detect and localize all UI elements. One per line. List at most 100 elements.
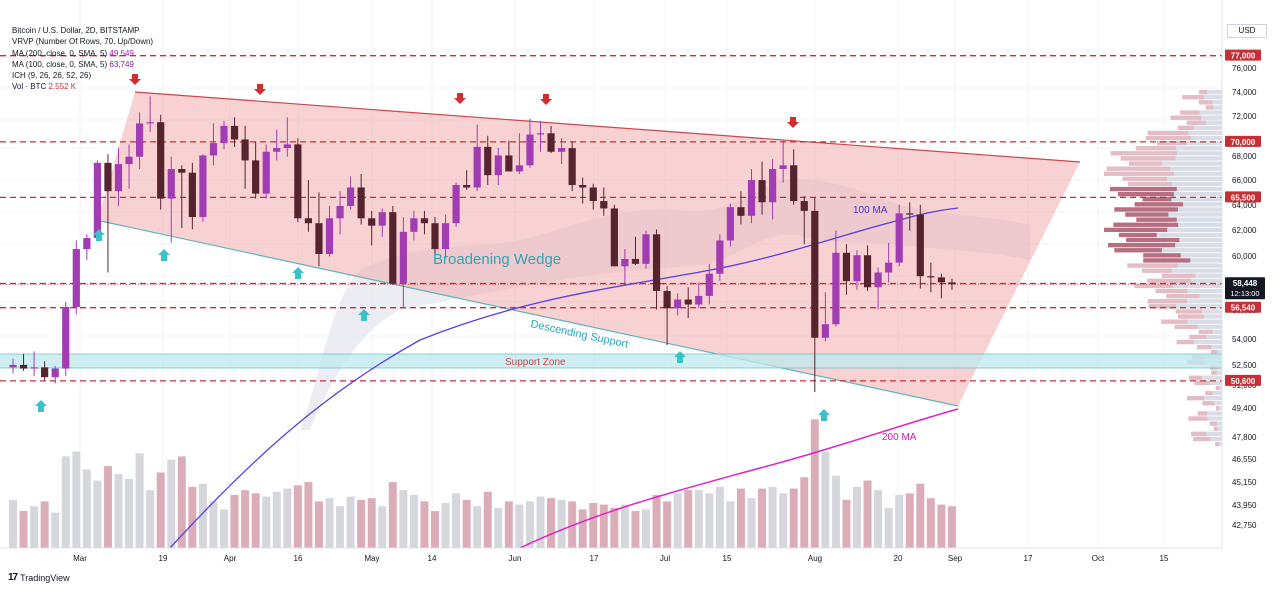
- volume-profile-bar: [1125, 212, 1222, 217]
- volume-bar: [367, 498, 376, 548]
- y-axis-tick: 42,750: [1232, 521, 1257, 530]
- volume-profile-up: [1178, 125, 1194, 130]
- volume-profile-bar: [1142, 197, 1222, 202]
- volume-profile-up: [1177, 314, 1204, 319]
- candle-body: [441, 223, 450, 250]
- volume-bar: [842, 499, 851, 548]
- candle-body: [325, 218, 334, 255]
- x-axis-tick: 16: [294, 554, 303, 563]
- volume-bar: [336, 506, 345, 548]
- price-level-tag: [1225, 301, 1261, 313]
- x-axis-tick: Sep: [948, 554, 963, 563]
- candle-body: [927, 276, 935, 278]
- volume-bar: [61, 456, 70, 548]
- volume-profile-up: [1125, 212, 1169, 217]
- volume-bar: [768, 486, 777, 548]
- y-axis-tick: 60,000: [1232, 252, 1257, 261]
- candle-body: [547, 133, 555, 152]
- volume-profile-up: [1205, 390, 1213, 396]
- volume-bar: [831, 475, 840, 548]
- volume-bar: [304, 482, 313, 548]
- x-axis-tick: 17: [1024, 554, 1033, 563]
- x-axis-tick: Mar: [73, 554, 87, 563]
- volume-bar: [51, 512, 60, 548]
- volume-profile-up: [1194, 380, 1211, 385]
- volume-profile: [1104, 90, 1222, 447]
- volume-bar: [652, 494, 661, 548]
- volume-profile-bar: [1205, 390, 1222, 396]
- volume-profile-up: [1127, 263, 1178, 268]
- currency-button[interactable]: USD: [1227, 24, 1267, 38]
- volume-bar: [926, 498, 935, 548]
- volume-bar: [156, 472, 165, 548]
- volume-profile-bar: [1128, 181, 1222, 187]
- y-axis-tick: 72,000: [1232, 112, 1257, 121]
- legend-vrvp[interactable]: VRVP (Number Of Rows, 70, Up/Down): [12, 37, 154, 47]
- legend-ma100[interactable]: MA (100, close, 0, SMA, 5) 63,749: [12, 59, 134, 69]
- candle-body: [885, 262, 893, 273]
- volume-bar: [821, 451, 830, 548]
- y-axis-tick: 45,150: [1232, 478, 1257, 487]
- volume-bar: [547, 498, 556, 548]
- volume-profile-bar: [1143, 253, 1222, 258]
- x-axis-tick: Aug: [808, 554, 822, 563]
- candle-body: [273, 148, 281, 152]
- volume-profile-up: [1215, 441, 1219, 447]
- volume-bar: [684, 490, 693, 548]
- candle-body: [684, 299, 692, 305]
- candle-body: [463, 185, 471, 188]
- volume-profile-up: [1191, 431, 1207, 436]
- volume-profile-up: [1193, 436, 1211, 442]
- volume-profile-up: [1198, 90, 1207, 95]
- volume-profile-up: [1161, 319, 1188, 324]
- support-arrow-icon: [35, 400, 47, 412]
- support-arrow-icon: [158, 249, 170, 261]
- wedge-resistance-line: [134, 91, 1081, 163]
- candle-body: [758, 180, 766, 203]
- candle-body: [136, 123, 144, 157]
- support-zone-label: Support Zone: [505, 357, 566, 368]
- volume-bar: [93, 480, 102, 548]
- volume-profile-up: [1170, 115, 1202, 120]
- volume-profile-bar: [1213, 426, 1222, 431]
- volume-profile-up: [1198, 100, 1213, 105]
- volume-profile-up: [1148, 304, 1177, 309]
- candle-body: [30, 367, 38, 369]
- candle-body: [241, 139, 249, 161]
- volume-profile-up: [1113, 222, 1179, 227]
- legend-ichimoku[interactable]: ICH (9, 26, 26, 52, 26): [12, 71, 92, 81]
- legend-ma200[interactable]: MA (200, close, 0, SMA, 5) 49,549: [12, 48, 134, 58]
- x-axis-tick: 14: [428, 554, 437, 563]
- price-level-tag-text: 77,000: [1231, 52, 1256, 61]
- y-axis-tick: 76,000: [1232, 64, 1257, 73]
- volume-profile-up: [1189, 334, 1207, 340]
- volume-profile-up: [1143, 253, 1181, 258]
- ma100-label: 100 MA: [853, 205, 888, 216]
- tradingview-logo[interactable]: 17 TradingView: [8, 572, 70, 583]
- volume-profile-up: [1175, 309, 1202, 314]
- symbol-title[interactable]: Bitcoin / U.S. Dollar, 2D, BITSTAMP: [12, 26, 140, 35]
- volume-profile-up: [1104, 171, 1174, 176]
- volume-bar: [325, 498, 334, 548]
- volume-bar: [462, 499, 471, 548]
- volume-profile-bar: [1122, 176, 1222, 181]
- volume-bar: [599, 504, 608, 548]
- legend-volume[interactable]: Vol · BTC 2.552 K: [12, 82, 77, 92]
- volume-profile-up: [1205, 105, 1214, 110]
- candle-body: [832, 252, 840, 325]
- candle-body: [642, 234, 650, 264]
- support-arrow-icon: [358, 309, 370, 321]
- support-arrow-icon: [818, 409, 830, 421]
- candle-body: [621, 258, 629, 267]
- volume-bar: [209, 501, 218, 548]
- volume-profile-up: [1109, 186, 1177, 192]
- candle-body: [821, 324, 829, 338]
- volume-bar: [409, 494, 418, 548]
- volume-bars: [9, 419, 956, 548]
- volume-profile-bar: [1191, 431, 1222, 436]
- ma200-label: 200 MA: [882, 432, 917, 443]
- candle-body: [209, 143, 218, 156]
- candle-body: [378, 212, 386, 226]
